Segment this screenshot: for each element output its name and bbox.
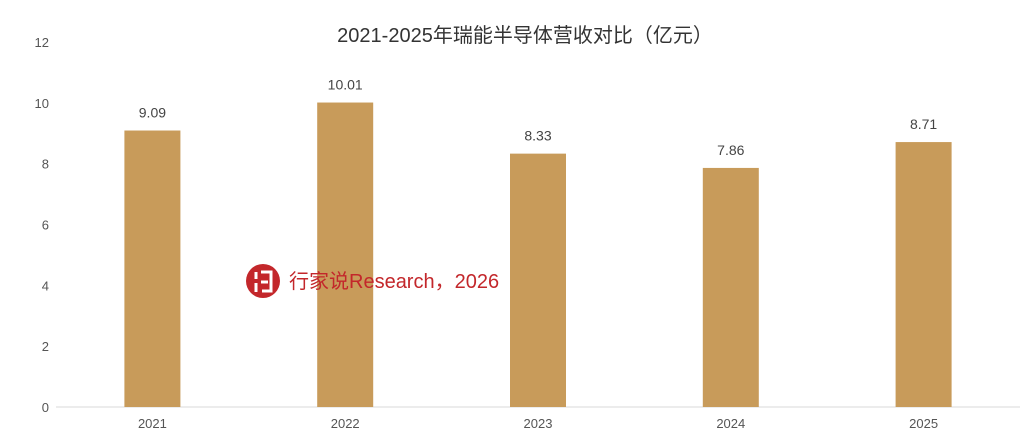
bars: 9.09 10.01 8.33 7.86 8.71	[124, 77, 952, 407]
watermark-text: 行家说Research，2026	[289, 270, 499, 293]
y-tick-label: 2	[42, 339, 49, 354]
y-tick-label: 6	[42, 218, 49, 233]
x-tick-label: 2022	[331, 416, 360, 431]
x-tick-label: 2025	[909, 416, 938, 431]
xjs-logo-icon	[246, 264, 280, 298]
bar-2023	[510, 153, 566, 407]
y-axis: 0 2 4 6 8 10 12	[35, 35, 49, 415]
y-tick-label: 4	[42, 278, 49, 293]
watermark: 行家说Research，2026	[246, 264, 499, 298]
x-axis: 2021 2022 2023 2024 2025	[138, 416, 938, 431]
data-label-2024: 7.86	[717, 142, 744, 158]
x-tick-label: 2023	[524, 416, 553, 431]
y-tick-label: 8	[42, 157, 49, 172]
chart-title: 2021-2025年瑞能半导体营收对比（亿元）	[337, 24, 713, 47]
bar-2024	[702, 167, 759, 407]
data-label-2023: 8.33	[524, 128, 551, 144]
bar-2021	[124, 130, 181, 407]
bar-2022	[317, 102, 374, 407]
y-tick-label: 10	[35, 96, 49, 111]
y-tick-label: 12	[35, 35, 49, 50]
x-tick-label: 2021	[138, 416, 167, 431]
bar-2025	[895, 142, 952, 407]
x-tick-label: 2024	[716, 416, 745, 431]
data-label-2021: 9.09	[139, 105, 166, 121]
data-label-2025: 8.71	[910, 116, 937, 132]
data-label-2022: 10.01	[328, 77, 363, 93]
y-tick-label: 0	[42, 400, 49, 415]
